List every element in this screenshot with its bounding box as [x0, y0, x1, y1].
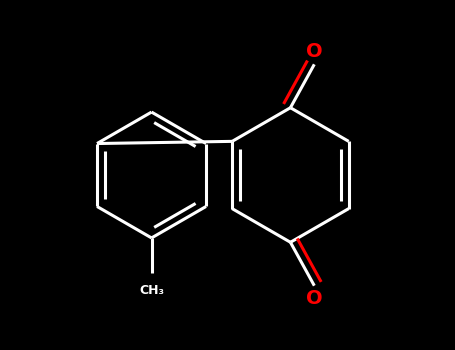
Text: O: O	[306, 289, 323, 308]
Text: O: O	[306, 42, 323, 61]
Text: CH₃: CH₃	[139, 284, 164, 296]
